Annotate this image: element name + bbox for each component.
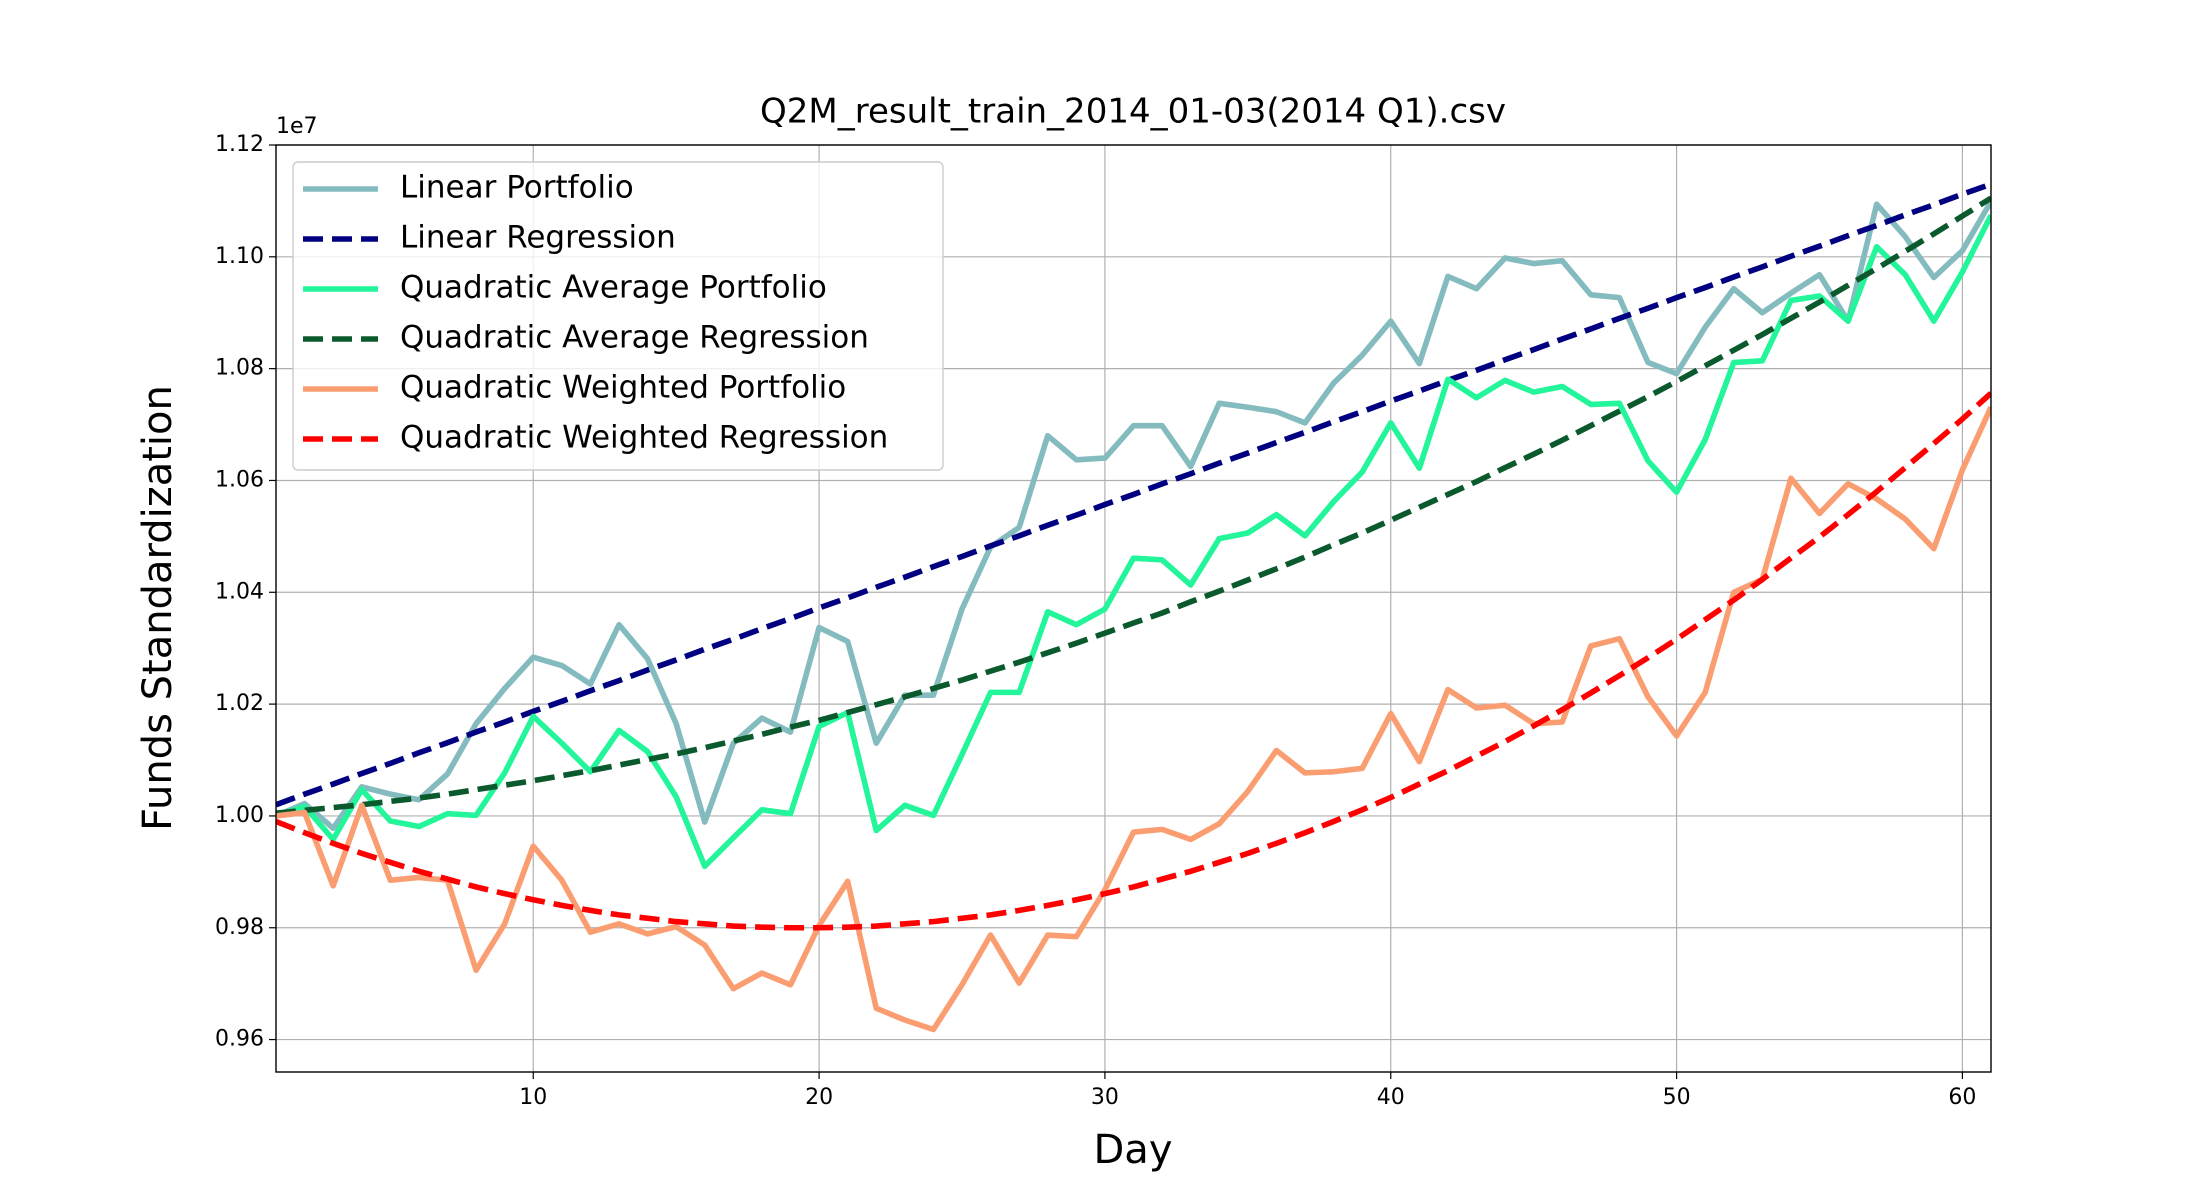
- series-line: [276, 406, 1991, 1033]
- x-tick-label: 50: [1663, 1085, 1691, 1110]
- series-line: [276, 214, 1991, 870]
- y-tick-label: 1.08: [215, 356, 264, 381]
- y-tick-label: 0.98: [215, 915, 264, 940]
- x-tick-label: 20: [805, 1085, 833, 1110]
- legend-label: Quadratic Weighted Portfolio: [400, 370, 846, 406]
- y-tick-label: 0.96: [215, 1027, 264, 1052]
- legend-label: Quadratic Average Portfolio: [400, 270, 827, 306]
- chart-title: Q2M_result_train_2014_01-03(2014 Q1).csv: [760, 92, 1506, 132]
- series-line: [276, 181, 1991, 808]
- series-line: [276, 391, 1991, 931]
- x-axis-label: Day: [1094, 1127, 1173, 1173]
- series-line: [276, 195, 1991, 816]
- y-tick-label: 1.12: [215, 132, 264, 157]
- x-tick-label: 10: [519, 1085, 547, 1110]
- y-tick-label: 1.04: [215, 579, 264, 604]
- y-offset-text: 1e7: [276, 114, 318, 139]
- y-tick-label: 1.06: [215, 467, 264, 492]
- y-axis-label: Funds Standardization: [135, 385, 181, 831]
- legend-box: [292, 161, 944, 471]
- series-line: [276, 200, 1991, 832]
- x-tick-label: 40: [1377, 1085, 1405, 1110]
- y-tick-label: 1.02: [215, 691, 264, 716]
- plot-frame: [275, 144, 1992, 1073]
- legend-label: Quadratic Weighted Regression: [400, 420, 888, 456]
- x-tick-label: 30: [1091, 1085, 1119, 1110]
- legend-label: Linear Regression: [400, 220, 676, 256]
- legend-label: Quadratic Average Regression: [400, 320, 869, 356]
- y-tick-label: 1.00: [215, 803, 264, 828]
- legend-label: Linear Portfolio: [400, 170, 634, 206]
- x-tick-label: 60: [1948, 1085, 1976, 1110]
- y-tick-label: 1.10: [215, 244, 264, 269]
